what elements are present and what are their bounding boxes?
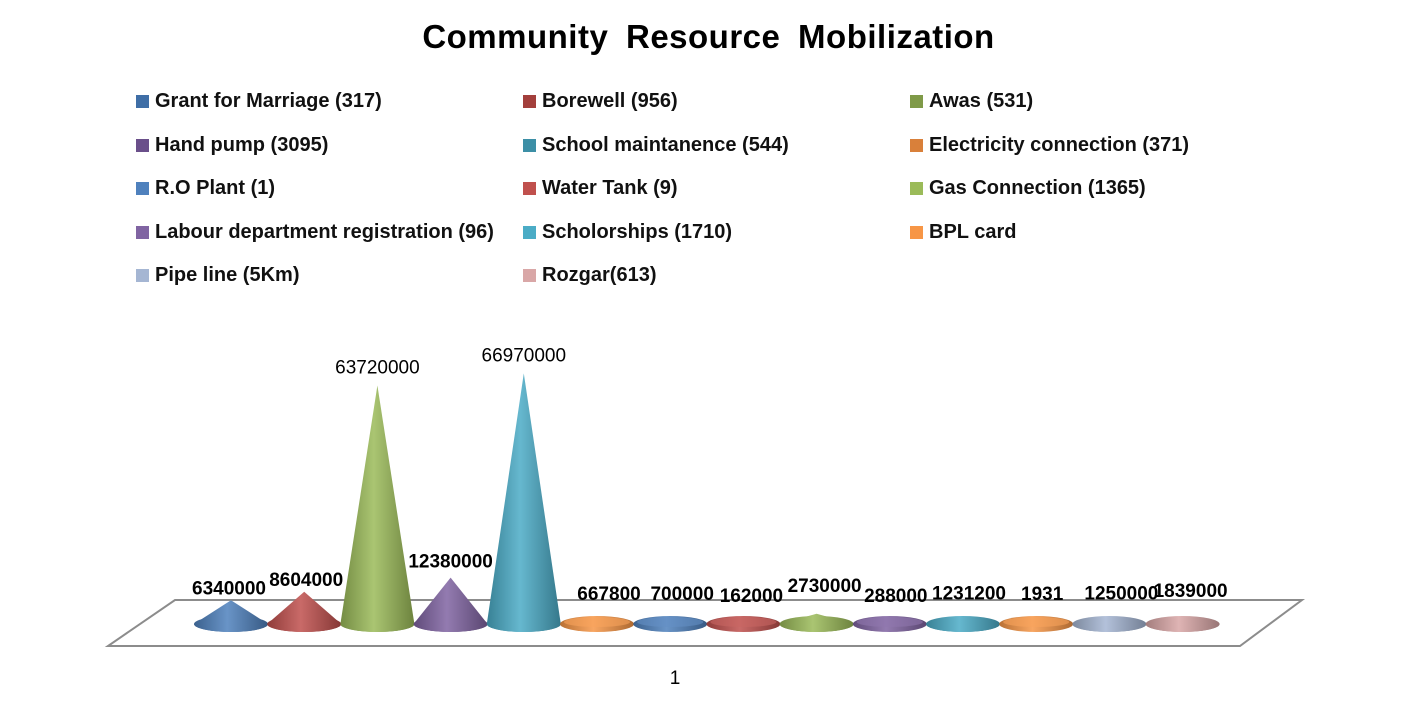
data-label: 288000 (864, 586, 927, 607)
legend-label: R.O Plant (1) (155, 177, 276, 199)
legend-item: Rozgar(613) (523, 262, 656, 288)
cone-mark (194, 600, 268, 632)
legend-item: Water Tank (9) (523, 175, 678, 201)
data-label: 66970000 (482, 345, 567, 366)
legend-label: Gas Connection (1365) (929, 177, 1146, 199)
legend-item: Borewell (956) (523, 88, 678, 114)
legend-label: BPL card (929, 220, 1017, 243)
cone-mark (926, 616, 1000, 632)
legend-swatch (523, 138, 536, 152)
cone-body (267, 591, 342, 632)
legend-item: Electricity connection (371) (910, 132, 1189, 158)
legend-swatch (523, 95, 536, 108)
legend-swatch (523, 225, 536, 239)
legend-swatch (523, 269, 536, 282)
legend-item: Awas (531) (910, 88, 1033, 114)
cone-top (710, 617, 777, 627)
x-tick-label: 1 (670, 668, 681, 689)
legend-item: Labour department registration (96) (136, 219, 494, 245)
cone-top (564, 617, 630, 627)
cone-body (194, 600, 268, 632)
cone-mark (1072, 616, 1147, 632)
cone-body (486, 373, 561, 632)
cone-body (340, 385, 415, 632)
cone-mark (633, 616, 708, 632)
legend-swatch (910, 138, 923, 152)
cone-mark (486, 373, 561, 632)
data-label: 1931 (1021, 584, 1064, 605)
legend-item: Hand pump (3095) (136, 132, 328, 158)
data-label: 8604000 (269, 570, 343, 591)
data-label: 63720000 (335, 358, 420, 379)
legend-label: Electricity connection (371) (929, 133, 1190, 156)
legend-item: R.O Plant (1) (136, 175, 275, 201)
cone-mark (340, 385, 415, 632)
cone-top (637, 617, 704, 627)
cone-mark (852, 616, 927, 632)
legend-label: Grant for Marriage (317) (155, 90, 382, 112)
legend-label: Labour department registration (96) (155, 220, 494, 243)
legend-swatch (136, 182, 149, 195)
data-label: 2730000 (788, 576, 862, 597)
cone-body (413, 577, 488, 632)
legend-swatch (136, 95, 149, 108)
cone-mark (706, 616, 781, 632)
data-label: 162000 (720, 586, 783, 607)
legend-swatch (910, 182, 923, 195)
chart-title: Community Resource Mobilization (422, 18, 995, 55)
data-label: 1839000 (1154, 581, 1228, 602)
legend-label: Rozgar(613) (542, 264, 657, 286)
legend-label: Borewell (956) (542, 90, 678, 112)
legend-swatch (136, 269, 149, 282)
legend-swatch (136, 225, 149, 239)
legend-item: BPL card (910, 219, 1016, 245)
cone-top (856, 617, 923, 627)
cone-top (1003, 617, 1070, 627)
legend-label: Scholorships (1710) (542, 220, 733, 243)
cone-body (1145, 617, 1220, 632)
data-label: 1250000 (1084, 583, 1158, 604)
cone-body (1072, 619, 1147, 632)
cone-mark (999, 616, 1074, 632)
legend-item: Scholorships (1710) (523, 219, 732, 245)
cone-mark (267, 591, 342, 632)
legend-item: Pipe line (5Km) (136, 262, 299, 288)
data-label: 700000 (650, 584, 713, 605)
cone-body (926, 619, 1000, 632)
data-label: 1231200 (932, 583, 1006, 604)
cone-mark (560, 616, 634, 632)
data-label: 12380000 (408, 552, 493, 573)
legend-item: Grant for Marriage (317) (136, 88, 382, 114)
data-label: 667800 (577, 584, 640, 605)
legend-swatch (910, 95, 923, 108)
legend-swatch (910, 225, 923, 239)
legend-label: School maintanence (544) (542, 133, 789, 156)
cone-mark (779, 613, 854, 632)
legend-label: Hand pump (3095) (155, 133, 329, 156)
cone-mark (413, 577, 488, 632)
legend-item: Gas Connection (1365) (910, 175, 1146, 201)
legend-swatch (136, 138, 149, 152)
data-label: 6340000 (192, 578, 266, 599)
legend-label: Awas (531) (929, 90, 1034, 112)
legend-label: Pipe line (5Km) (155, 264, 300, 286)
cone-mark (1145, 616, 1220, 632)
legend-swatch (523, 182, 536, 195)
legend-item: School maintanence (544) (523, 132, 789, 158)
cone-body (779, 613, 854, 632)
legend-label: Water Tank (9) (542, 177, 678, 199)
